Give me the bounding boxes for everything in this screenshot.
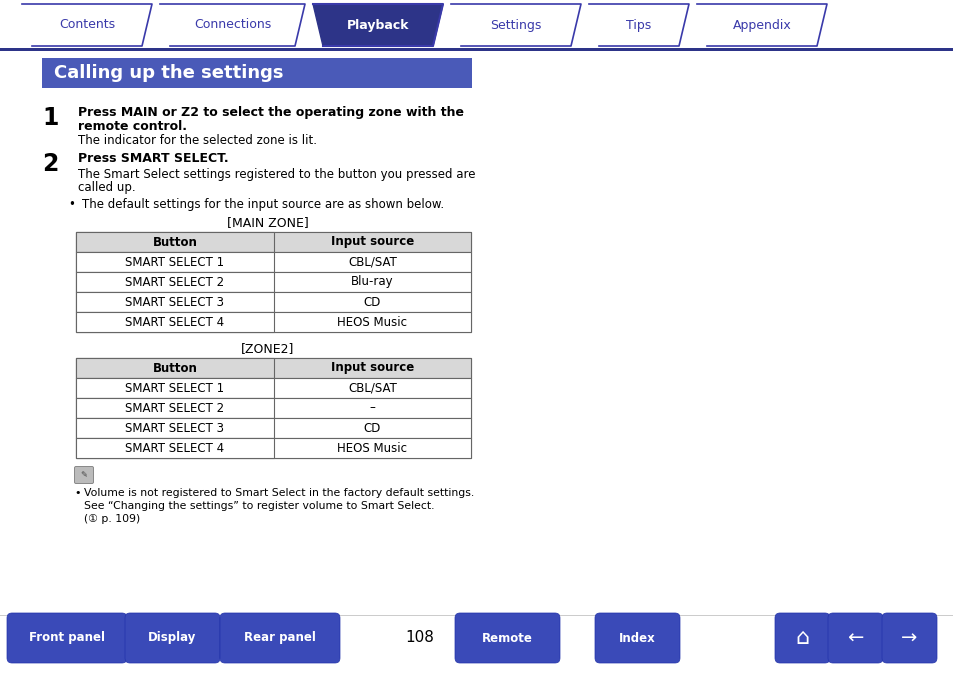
- Bar: [76, 378, 471, 398]
- Text: Press SMART SELECT.: Press SMART SELECT.: [78, 152, 229, 165]
- Text: Input source: Input source: [331, 361, 414, 374]
- Text: Input source: Input source: [331, 236, 414, 248]
- Text: CD: CD: [363, 421, 381, 435]
- Text: Rear panel: Rear panel: [244, 631, 315, 645]
- Polygon shape: [588, 4, 688, 46]
- Text: Contents: Contents: [59, 18, 115, 32]
- Text: Connections: Connections: [193, 18, 271, 32]
- Bar: [76, 398, 471, 418]
- Text: SMART SELECT 3: SMART SELECT 3: [126, 421, 224, 435]
- Text: remote control.: remote control.: [78, 120, 187, 133]
- Text: Playback: Playback: [346, 18, 409, 32]
- Polygon shape: [22, 4, 152, 46]
- Polygon shape: [160, 4, 305, 46]
- Polygon shape: [697, 4, 826, 46]
- FancyBboxPatch shape: [455, 613, 559, 663]
- FancyBboxPatch shape: [595, 613, 679, 663]
- Bar: [0, 48, 953, 51]
- Text: The Smart Select settings registered to the button you pressed are: The Smart Select settings registered to …: [78, 168, 475, 181]
- Text: ←: ←: [846, 629, 862, 647]
- Text: The indicator for the selected zone is lit.: The indicator for the selected zone is l…: [78, 134, 316, 147]
- Bar: [76, 252, 471, 272]
- Bar: [76, 438, 471, 458]
- Bar: [76, 292, 471, 312]
- Bar: [0, 615, 953, 616]
- Text: SMART SELECT 4: SMART SELECT 4: [125, 441, 224, 454]
- Text: ⌂: ⌂: [794, 628, 808, 648]
- Text: SMART SELECT 4: SMART SELECT 4: [125, 316, 224, 328]
- Text: 108: 108: [405, 631, 434, 645]
- Text: 2: 2: [42, 152, 58, 176]
- Text: See “Changing the settings” to register volume to Smart Select.: See “Changing the settings” to register …: [84, 501, 434, 511]
- Text: SMART SELECT 1: SMART SELECT 1: [125, 382, 224, 394]
- Text: 1: 1: [42, 106, 58, 130]
- Text: [MAIN ZONE]: [MAIN ZONE]: [227, 216, 309, 229]
- Text: Button: Button: [152, 361, 197, 374]
- Text: Button: Button: [152, 236, 197, 248]
- Text: HEOS Music: HEOS Music: [337, 441, 407, 454]
- FancyBboxPatch shape: [125, 613, 220, 663]
- Text: Press MAIN or Z2 to select the operating zone with the: Press MAIN or Z2 to select the operating…: [78, 106, 463, 119]
- Text: HEOS Music: HEOS Music: [337, 316, 407, 328]
- FancyBboxPatch shape: [882, 613, 936, 663]
- Bar: [76, 358, 471, 458]
- Bar: [42, 58, 472, 88]
- Text: Tips: Tips: [626, 18, 651, 32]
- Text: Blu-ray: Blu-ray: [351, 275, 394, 289]
- Bar: [76, 252, 274, 272]
- Text: The default settings for the input source are as shown below.: The default settings for the input sourc…: [82, 198, 444, 211]
- Polygon shape: [313, 4, 442, 46]
- FancyBboxPatch shape: [827, 613, 882, 663]
- Bar: [76, 292, 274, 312]
- FancyBboxPatch shape: [74, 466, 93, 483]
- Text: Index: Index: [618, 631, 655, 645]
- Text: Front panel: Front panel: [29, 631, 105, 645]
- Text: SMART SELECT 2: SMART SELECT 2: [125, 402, 224, 415]
- Text: Calling up the settings: Calling up the settings: [54, 64, 283, 82]
- Text: SMART SELECT 1: SMART SELECT 1: [125, 256, 224, 269]
- Bar: [76, 232, 471, 332]
- Text: ✎: ✎: [80, 470, 88, 479]
- Text: called up.: called up.: [78, 181, 135, 194]
- Text: •: •: [74, 488, 80, 498]
- Polygon shape: [451, 4, 580, 46]
- Bar: [76, 398, 274, 418]
- FancyBboxPatch shape: [7, 613, 127, 663]
- Bar: [76, 312, 274, 332]
- Text: –: –: [369, 402, 375, 415]
- Bar: [76, 232, 471, 252]
- Text: Settings: Settings: [490, 18, 541, 32]
- Text: CBL/SAT: CBL/SAT: [348, 382, 396, 394]
- Bar: [76, 358, 471, 378]
- Bar: [76, 378, 274, 398]
- Text: [ZONE2]: [ZONE2]: [241, 342, 294, 355]
- Bar: [76, 272, 471, 292]
- FancyBboxPatch shape: [220, 613, 339, 663]
- Text: →: →: [900, 629, 916, 647]
- Text: Appendix: Appendix: [732, 18, 791, 32]
- FancyBboxPatch shape: [774, 613, 829, 663]
- Bar: [76, 358, 274, 378]
- Text: SMART SELECT 3: SMART SELECT 3: [126, 295, 224, 308]
- Bar: [76, 438, 274, 458]
- Text: CBL/SAT: CBL/SAT: [348, 256, 396, 269]
- Text: SMART SELECT 2: SMART SELECT 2: [125, 275, 224, 289]
- Bar: [76, 418, 471, 438]
- Bar: [76, 272, 274, 292]
- Text: (① p. 109): (① p. 109): [84, 514, 140, 524]
- Text: Remote: Remote: [481, 631, 533, 645]
- Text: •: •: [68, 198, 74, 211]
- Bar: [76, 312, 471, 332]
- Text: CD: CD: [363, 295, 381, 308]
- Bar: [76, 232, 274, 252]
- Text: Volume is not registered to Smart Select in the factory default settings.: Volume is not registered to Smart Select…: [84, 488, 474, 498]
- Bar: [76, 418, 274, 438]
- Text: Display: Display: [148, 631, 196, 645]
